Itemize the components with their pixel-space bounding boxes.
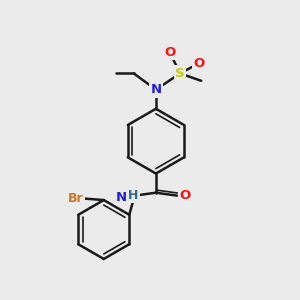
Text: O: O bbox=[194, 57, 205, 70]
Text: H: H bbox=[128, 189, 138, 202]
Text: O: O bbox=[180, 189, 191, 202]
Text: Br: Br bbox=[68, 192, 84, 205]
Text: O: O bbox=[164, 46, 176, 59]
Text: N: N bbox=[150, 83, 161, 96]
Text: S: S bbox=[175, 67, 185, 80]
Text: N: N bbox=[116, 190, 127, 204]
